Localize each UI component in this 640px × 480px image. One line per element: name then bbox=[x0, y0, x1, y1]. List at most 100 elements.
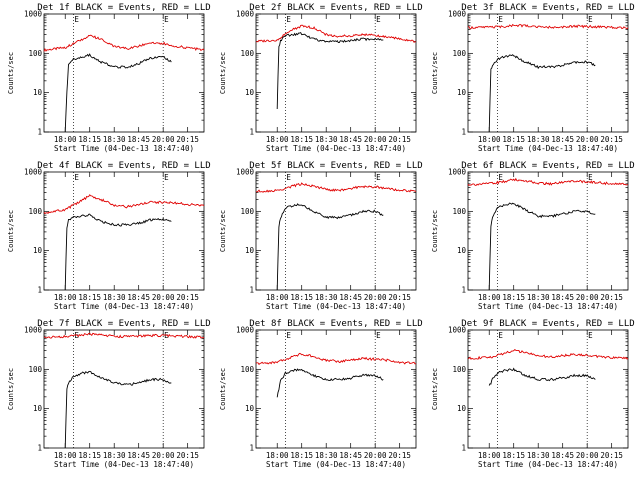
panel-8-xtick-label-20:15: 20:15 bbox=[388, 451, 411, 460]
panel-8-ytick-label-100: 100 bbox=[240, 365, 254, 374]
panel-5-marker-label-2: E bbox=[376, 173, 381, 182]
panel-7-ylabel: Counts/sec bbox=[7, 368, 15, 410]
panel-5-ytick-label-10: 10 bbox=[245, 246, 255, 255]
panel-5-xtick-label-20:00: 20:00 bbox=[364, 293, 387, 302]
panel-1-marker-label-1: E bbox=[74, 15, 79, 24]
panel-3-frame bbox=[467, 13, 629, 133]
panel-3-marker-label-2: E bbox=[588, 15, 593, 24]
panel-2-ytick-label-100: 100 bbox=[240, 49, 254, 58]
panel-9-ylabel: Counts/sec bbox=[431, 368, 439, 410]
panel-9-xtick-label-20:15: 20:15 bbox=[600, 451, 623, 460]
panel-3-xtick-label-18:45: 18:45 bbox=[551, 135, 574, 144]
panel-1-frame bbox=[43, 13, 205, 133]
panel-3-marker-label-1: E bbox=[498, 15, 503, 24]
panel-3-ytick-label-1: 1 bbox=[461, 128, 466, 137]
panel-9-xtick-label-18:30: 18:30 bbox=[527, 451, 550, 460]
panel-9-series-events-line bbox=[488, 367, 596, 386]
panel-8-ytick-label-1000: 1000 bbox=[236, 326, 255, 335]
panel-8-series-events-line bbox=[276, 368, 384, 398]
panel-6-xtick-label-20:15: 20:15 bbox=[600, 293, 623, 302]
panel-8-xtick-label-20:00: 20:00 bbox=[364, 451, 387, 460]
panel-3-xtick-label-18:15: 18:15 bbox=[502, 135, 525, 144]
panel-7-ytick-label-10: 10 bbox=[33, 404, 43, 413]
panel-5-ytick-label-1000: 1000 bbox=[236, 168, 255, 177]
panel-8-series-lld-line bbox=[255, 352, 417, 366]
panel-4-xtick-label-20:15: 20:15 bbox=[176, 293, 199, 302]
panel-4-ytick-label-1: 1 bbox=[37, 286, 42, 295]
panel-4-marker-label-2: E bbox=[164, 173, 169, 182]
panel-1-ytick-label-1000: 1000 bbox=[24, 10, 43, 19]
panel-4: Det 4f BLACK = Events, RED = LLD 1 10 100 10… bbox=[7, 161, 211, 311]
panel-6-series-lld-line bbox=[467, 177, 629, 186]
panel-6-xtick-label-18:30: 18:30 bbox=[527, 293, 550, 302]
panel-8-xtick-label-18:30: 18:30 bbox=[315, 451, 338, 460]
panel-3-series-lld-line bbox=[467, 23, 629, 30]
panel-4-series-lld-line bbox=[43, 194, 205, 215]
panel-7-series-events-line bbox=[64, 370, 172, 449]
panel-4-ylabel: Counts/sec bbox=[7, 210, 15, 252]
panel-1-ytick-label-1: 1 bbox=[37, 128, 42, 137]
panel-7-ytick-label-1000: 1000 bbox=[24, 326, 43, 335]
panel-6-xtick-label-18:45: 18:45 bbox=[551, 293, 574, 302]
panel-2-xtick-label-20:15: 20:15 bbox=[388, 135, 411, 144]
panel-4-xtick-label-18:45: 18:45 bbox=[127, 293, 150, 302]
panel-6-marker-label-2: E bbox=[588, 173, 593, 182]
panel-1-xtick-label-18:15: 18:15 bbox=[78, 135, 101, 144]
panel-2-title: Det 2f BLACK = Events, RED = LLD bbox=[249, 3, 422, 13]
panel-5-ylabel: Counts/sec bbox=[219, 210, 227, 252]
panel-8-marker-label-2: E bbox=[376, 331, 381, 340]
panel-2-xtick-label-18:00: 18:00 bbox=[266, 135, 289, 144]
panel-5-series-events-line bbox=[276, 203, 384, 291]
panel-1-xtick-label-18:00: 18:00 bbox=[54, 135, 77, 144]
panel-9-xtick-label-18:00: 18:00 bbox=[478, 451, 501, 460]
panel-8-xtick-label-18:15: 18:15 bbox=[290, 451, 313, 460]
panel-8-xtick-label-18:45: 18:45 bbox=[339, 451, 362, 460]
panel-9-xtick-label-18:45: 18:45 bbox=[551, 451, 574, 460]
panel-5-xtick-label-20:15: 20:15 bbox=[388, 293, 411, 302]
panel-2-series-lld-line bbox=[255, 24, 417, 43]
panel-7-xlabel: Start Time (04-Dec-13 18:47:40) bbox=[54, 460, 194, 469]
panel-8-title: Det 8f BLACK = Events, RED = LLD bbox=[249, 319, 422, 329]
panel-5-marker-label-1: E bbox=[286, 173, 291, 182]
panel-7-series-lld-line bbox=[43, 332, 205, 339]
panel-1-ytick-label-10: 10 bbox=[33, 88, 43, 97]
panel-5-xtick-label-18:30: 18:30 bbox=[315, 293, 338, 302]
panel-7-xtick-label-20:00: 20:00 bbox=[152, 451, 175, 460]
panel-2-marker-label-2: E bbox=[376, 15, 381, 24]
panel-1-xtick-label-20:15: 20:15 bbox=[176, 135, 199, 144]
panel-1-ytick-label-100: 100 bbox=[28, 49, 42, 58]
panel-3-ytick-label-100: 100 bbox=[452, 49, 466, 58]
panel-3-ytick-label-10: 10 bbox=[457, 88, 467, 97]
panel-4-ytick-label-10: 10 bbox=[33, 246, 43, 255]
panel-2-ytick-label-1: 1 bbox=[249, 128, 254, 137]
panel-5-xtick-label-18:00: 18:00 bbox=[266, 293, 289, 302]
panel-2-frame bbox=[255, 13, 417, 133]
panel-1-xtick-label-18:45: 18:45 bbox=[127, 135, 150, 144]
panel-4-xtick-label-20:00: 20:00 bbox=[152, 293, 175, 302]
panel-9-ytick-label-10: 10 bbox=[457, 404, 467, 413]
panel-7-xtick-label-20:15: 20:15 bbox=[176, 451, 199, 460]
panel-7-ytick-label-1: 1 bbox=[37, 444, 42, 453]
panel-8: Det 8f BLACK = Events, RED = LLD 1 10 100 10… bbox=[219, 319, 423, 469]
panel-2-xtick-label-18:15: 18:15 bbox=[290, 135, 313, 144]
panel-4-title: Det 4f BLACK = Events, RED = LLD bbox=[37, 161, 210, 171]
panel-1-xlabel: Start Time (04-Dec-13 18:47:40) bbox=[54, 144, 194, 153]
panel-4-xlabel: Start Time (04-Dec-13 18:47:40) bbox=[54, 302, 194, 311]
panel-3-xtick-label-20:15: 20:15 bbox=[600, 135, 623, 144]
panel-5-ytick-label-1: 1 bbox=[249, 286, 254, 295]
panel-2-ytick-label-10: 10 bbox=[245, 88, 255, 97]
panel-4-frame bbox=[43, 171, 205, 291]
panel-6-xtick-label-18:15: 18:15 bbox=[502, 293, 525, 302]
panel-9-ytick-label-1000: 1000 bbox=[448, 326, 467, 335]
panel-2-xlabel: Start Time (04-Dec-13 18:47:40) bbox=[266, 144, 406, 153]
panel-6-ytick-label-100: 100 bbox=[452, 207, 466, 216]
panel-1-series-events-line bbox=[64, 53, 172, 133]
panel-6-ytick-label-10: 10 bbox=[457, 246, 467, 255]
panel-5-frame bbox=[255, 171, 417, 291]
panel-6-marker-label-1: E bbox=[498, 173, 503, 182]
panel-2-series-events-line bbox=[276, 31, 384, 110]
panel-6-ytick-label-1: 1 bbox=[461, 286, 466, 295]
panel-1: Det 1f BLACK = Events, RED = LLD 1 10 100 10… bbox=[7, 3, 211, 153]
panel-6-frame bbox=[467, 171, 629, 291]
panel-6-ylabel: Counts/sec bbox=[431, 210, 439, 252]
